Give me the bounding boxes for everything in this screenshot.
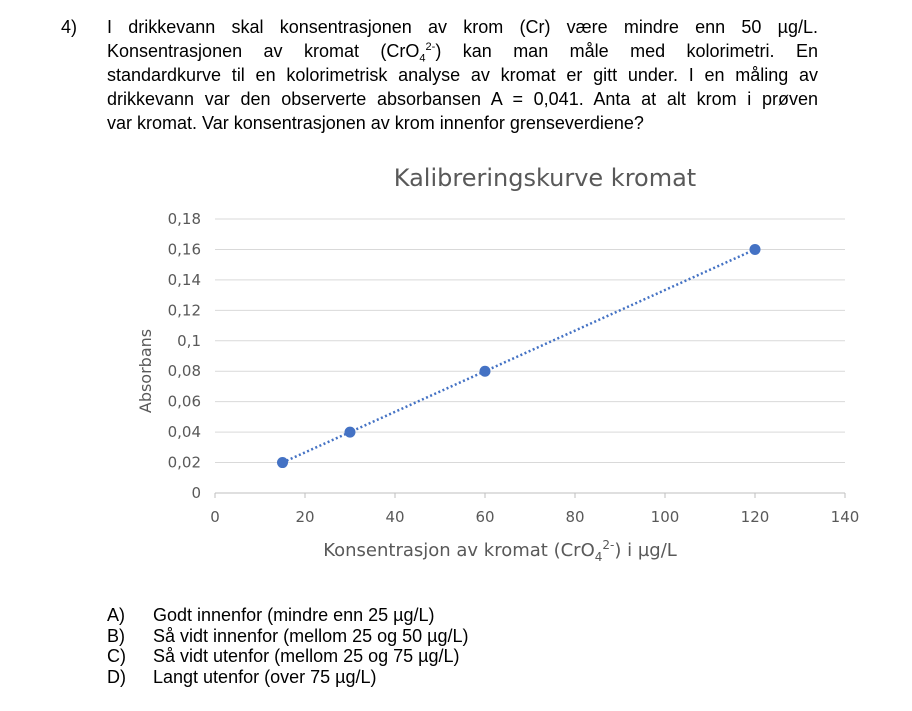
data-point xyxy=(277,457,288,469)
question-text: I drikkevann skal konsentrasjonen av kro… xyxy=(107,15,818,135)
question-text-segment: drikkevann var den observerte absorbanse… xyxy=(107,89,818,109)
answer-option: D) Langt utenfor (over 75 µg/L) xyxy=(107,667,469,688)
answer-text: Godt innenfor (mindre enn 25 µg/L) xyxy=(153,605,435,625)
answer-option: C) Så vidt utenfor (mellom 25 og 75 µg/L) xyxy=(107,646,469,667)
x-tick-label: 60 xyxy=(475,508,494,526)
question-line: standardkurve til en kolorimetrisk analy… xyxy=(107,63,818,87)
question-text-segment: Konsentrasjonen av kromat (CrO xyxy=(107,41,420,61)
y-tick-label: 0,1 xyxy=(177,332,201,350)
answer-letter: A) xyxy=(107,605,125,625)
answer-option: A) Godt innenfor (mindre enn 25 µg/L) xyxy=(107,605,469,626)
question-line: Konsentrasjonen av kromat (CrO42-) kan m… xyxy=(107,39,818,65)
answer-text: Langt utenfor (over 75 µg/L) xyxy=(153,666,377,687)
question-line: drikkevann var den observerte absorbanse… xyxy=(107,87,818,111)
question-line: I drikkevann skal konsentrasjonen av kro… xyxy=(107,15,818,39)
data-point xyxy=(479,365,491,377)
x-tick-label: 100 xyxy=(651,508,680,526)
y-tick-label: 0,16 xyxy=(168,240,201,258)
y-tick-label: 0,08 xyxy=(168,362,201,380)
y-tick-label: 0 xyxy=(191,484,201,502)
answer-option: B) Så vidt innenfor (mellom 25 og 50 µg/L… xyxy=(107,626,469,647)
x-axis-label-tail: ) i µg/L xyxy=(614,540,676,561)
x-tick-label: 0 xyxy=(210,508,220,526)
answer-letter: B) xyxy=(107,625,125,646)
answer-text: Så vidt innenfor (mellom 25 og 50 µg/L) xyxy=(153,625,469,646)
question-text-segment: ) kan man måle med kolorimetri. En xyxy=(435,41,818,61)
y-tick-label: 0,04 xyxy=(168,423,201,441)
y-tick-label: 0,14 xyxy=(168,271,201,289)
y-tick-label: 0,12 xyxy=(168,301,201,319)
data-point xyxy=(344,426,356,438)
x-axis-label-subscript: 4 xyxy=(595,550,603,564)
answer-letter: D) xyxy=(107,666,126,687)
question-number: 4) xyxy=(61,17,78,37)
x-tick-label: 120 xyxy=(741,508,770,526)
data-point xyxy=(749,243,761,255)
chart-title: Kalibreringskurve kromat xyxy=(394,164,696,192)
x-tick-label: 20 xyxy=(295,508,314,526)
question-text-segment: standardkurve til en kolorimetrisk analy… xyxy=(107,65,818,85)
y-axis-label: Absorbans xyxy=(136,329,155,413)
x-tick-label: 40 xyxy=(385,508,404,526)
x-axis-label-main: Konsentrasjon av kromat (CrO xyxy=(323,540,595,561)
answer-text: Så vidt utenfor (mellom 25 og 75 µg/L) xyxy=(153,646,460,666)
x-axis-label-superscript: 2- xyxy=(602,538,614,552)
calibration-chart: Kalibreringskurve kromat 0 0,02 0,04 0,06 0,0… xyxy=(136,164,860,564)
y-tick-label: 0,06 xyxy=(168,393,201,411)
question-text-segment: I drikkevann skal konsentrasjonen av kro… xyxy=(107,17,818,37)
question-text-segment: var kromat. Var konsentrasjonen av krom … xyxy=(107,113,644,133)
question-line: var kromat. Var konsentrasjonen av krom … xyxy=(107,111,818,135)
y-tick-label: 0,18 xyxy=(168,210,201,228)
x-tick-label: 140 xyxy=(831,508,860,526)
trendline xyxy=(281,248,756,464)
subscript: 4 xyxy=(419,52,426,65)
superscript: 2- xyxy=(425,41,436,53)
x-axis-label: Konsentrasjon av kromat (CrO42-) i µg/L xyxy=(323,538,677,564)
y-tick-label: 0,02 xyxy=(168,454,201,472)
answer-options: A) Godt innenfor (mindre enn 25 µg/L) B) Så… xyxy=(107,605,469,687)
x-tick-label: 80 xyxy=(565,508,584,526)
answer-letter: C) xyxy=(107,646,126,666)
